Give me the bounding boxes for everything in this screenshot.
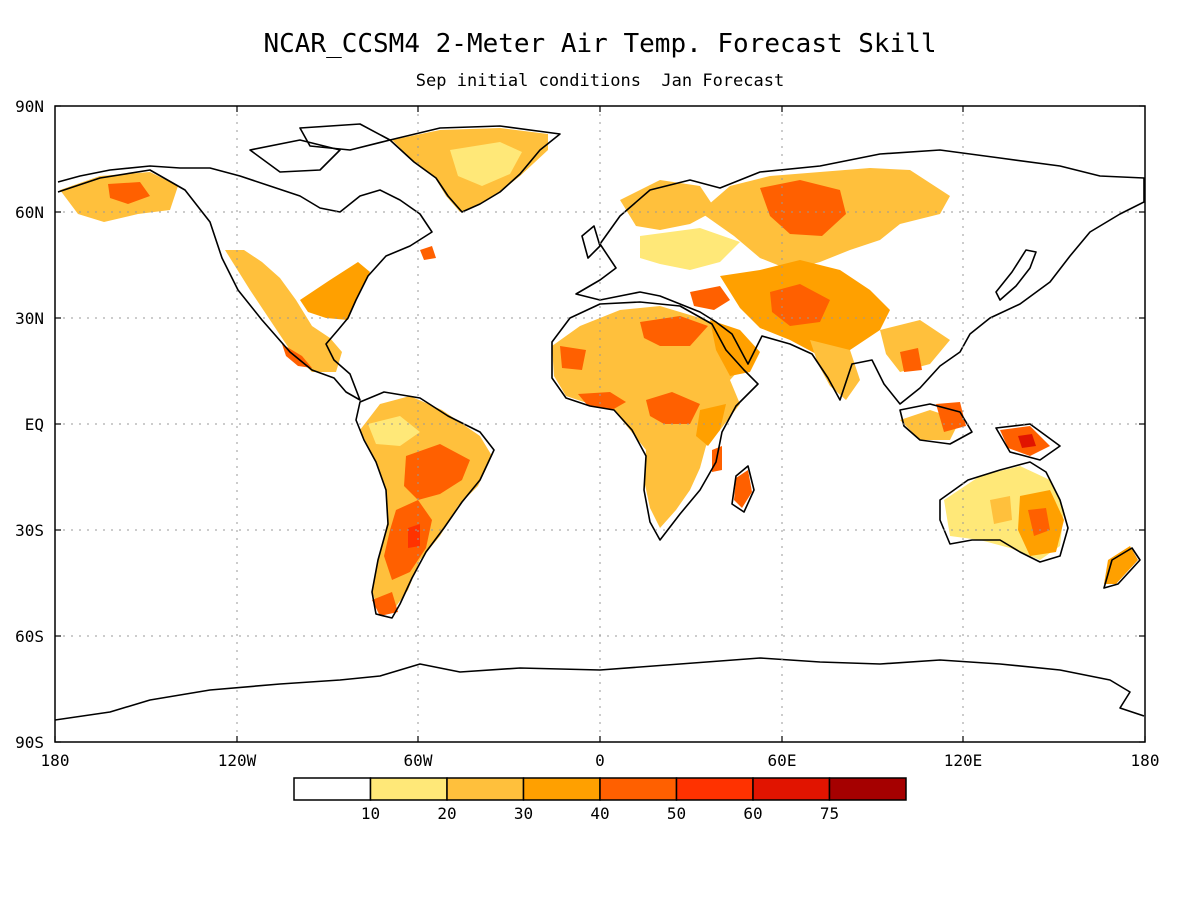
lat-label-30n: 30N	[15, 309, 44, 328]
colorbar-swatch	[522, 777, 601, 801]
lon-label-180w: 180	[41, 751, 70, 770]
colorbar-swatch	[752, 777, 831, 801]
lat-label-30s: 30S	[15, 521, 44, 540]
lon-label-60w: 60W	[404, 751, 433, 770]
colorbar-tick-label: 60	[743, 804, 762, 823]
lat-label-90n: 90N	[15, 97, 44, 116]
colorbar-swatch	[369, 777, 448, 801]
coastlines	[55, 123, 1145, 721]
colorbar-swatch	[675, 777, 754, 801]
lon-axis	[54, 106, 1146, 742]
colorbar-tick-label: 10	[361, 804, 380, 823]
colorbar-tick-label: 30	[514, 804, 533, 823]
colorbar-tick-label: 40	[590, 804, 609, 823]
lat-label-60n: 60N	[15, 203, 44, 222]
lat-label-eq: EQ	[25, 415, 44, 434]
grid-lines	[55, 106, 1145, 742]
colorbar-swatch	[599, 777, 678, 801]
lon-label-120e: 120E	[944, 751, 983, 770]
lon-label-120w: 120W	[218, 751, 257, 770]
lat-label-90s: 90S	[15, 733, 44, 752]
lon-label-60e: 60E	[768, 751, 797, 770]
colorbar-tick-label: 50	[667, 804, 686, 823]
colorbar-swatch	[828, 777, 907, 801]
lon-label-180e: 180	[1131, 751, 1160, 770]
colorbar-tick-label: 75	[820, 804, 839, 823]
colorbar-tick-label: 20	[437, 804, 456, 823]
lat-label-60s: 60S	[15, 627, 44, 646]
map-panel	[55, 106, 1145, 742]
lon-label-0: 0	[595, 751, 605, 770]
map-title: NCAR_CCSM4 2-Meter Air Temp. Forecast Sk…	[263, 29, 936, 59]
map-subtitle: Sep initial conditions Jan Forecast	[416, 71, 784, 91]
colorbar: 10 20 30 40 50 60 75	[293, 777, 907, 823]
colorbar-swatch	[293, 777, 372, 801]
colorbar-swatch	[446, 777, 525, 801]
lat-axis	[55, 105, 1145, 743]
